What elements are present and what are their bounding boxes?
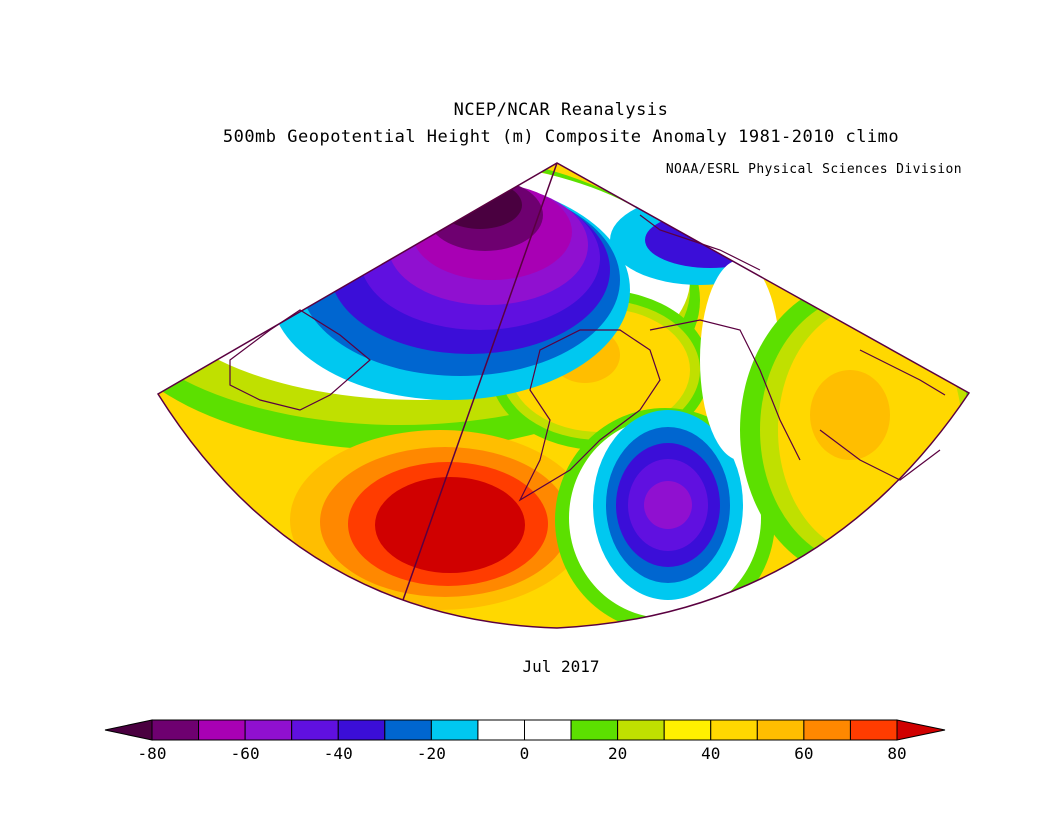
colorbar-swatch <box>198 719 246 741</box>
colorbar-arrow-high <box>896 719 946 741</box>
map-frame <box>156 162 971 629</box>
period-label: Jul 2017 <box>522 657 600 676</box>
map-subtitle: 500mb Geopotential Height (m) Composite … <box>222 127 900 147</box>
colorbar-swatch <box>244 719 293 741</box>
colorbar-tick-label: 80 <box>887 744 906 763</box>
colorbar-tick-label: 0 <box>520 744 530 763</box>
colorbar-tick-label: -20 <box>417 744 446 763</box>
colorbar-swatch <box>663 719 712 741</box>
colorbar-swatch <box>756 719 805 741</box>
colorbar-swatch <box>477 719 525 741</box>
colorbar-swatch <box>849 719 898 741</box>
colorbar-tick-label: -40 <box>324 744 353 763</box>
province-border <box>859 349 946 396</box>
canada-coast <box>649 319 801 461</box>
credit-label: NOAA/ESRL Physical Sciences Division <box>665 162 962 177</box>
arctic-islands <box>639 214 761 271</box>
colorbar-swatch <box>151 719 200 741</box>
colorbar-swatch <box>570 719 619 741</box>
anomaly-map <box>156 162 971 629</box>
colorbar-arrow-low <box>104 719 153 741</box>
colorbar-tick-label: 20 <box>608 744 627 763</box>
colorbar-swatch <box>291 719 339 741</box>
colorbar-tick-label: -80 <box>138 744 167 763</box>
colorbar-swatch <box>803 719 851 741</box>
meridian-line <box>402 162 558 601</box>
map-title: NCEP/NCAR Reanalysis <box>453 100 669 120</box>
colorbar-tick-label: -60 <box>231 744 260 763</box>
colorbar-tick-label: 60 <box>794 744 813 763</box>
colorbar-swatch <box>617 719 665 741</box>
contour-band <box>644 481 692 529</box>
colorbar-swatch <box>524 719 572 741</box>
contour-band <box>375 477 525 573</box>
colorbar-tick-label: 40 <box>701 744 720 763</box>
alaska-coast <box>518 329 661 502</box>
colorbar-swatch <box>710 719 758 741</box>
colorbar-swatch <box>430 719 479 741</box>
province-border <box>819 429 941 481</box>
colorbar-swatch <box>337 719 386 741</box>
colorbar-swatch <box>384 719 432 741</box>
